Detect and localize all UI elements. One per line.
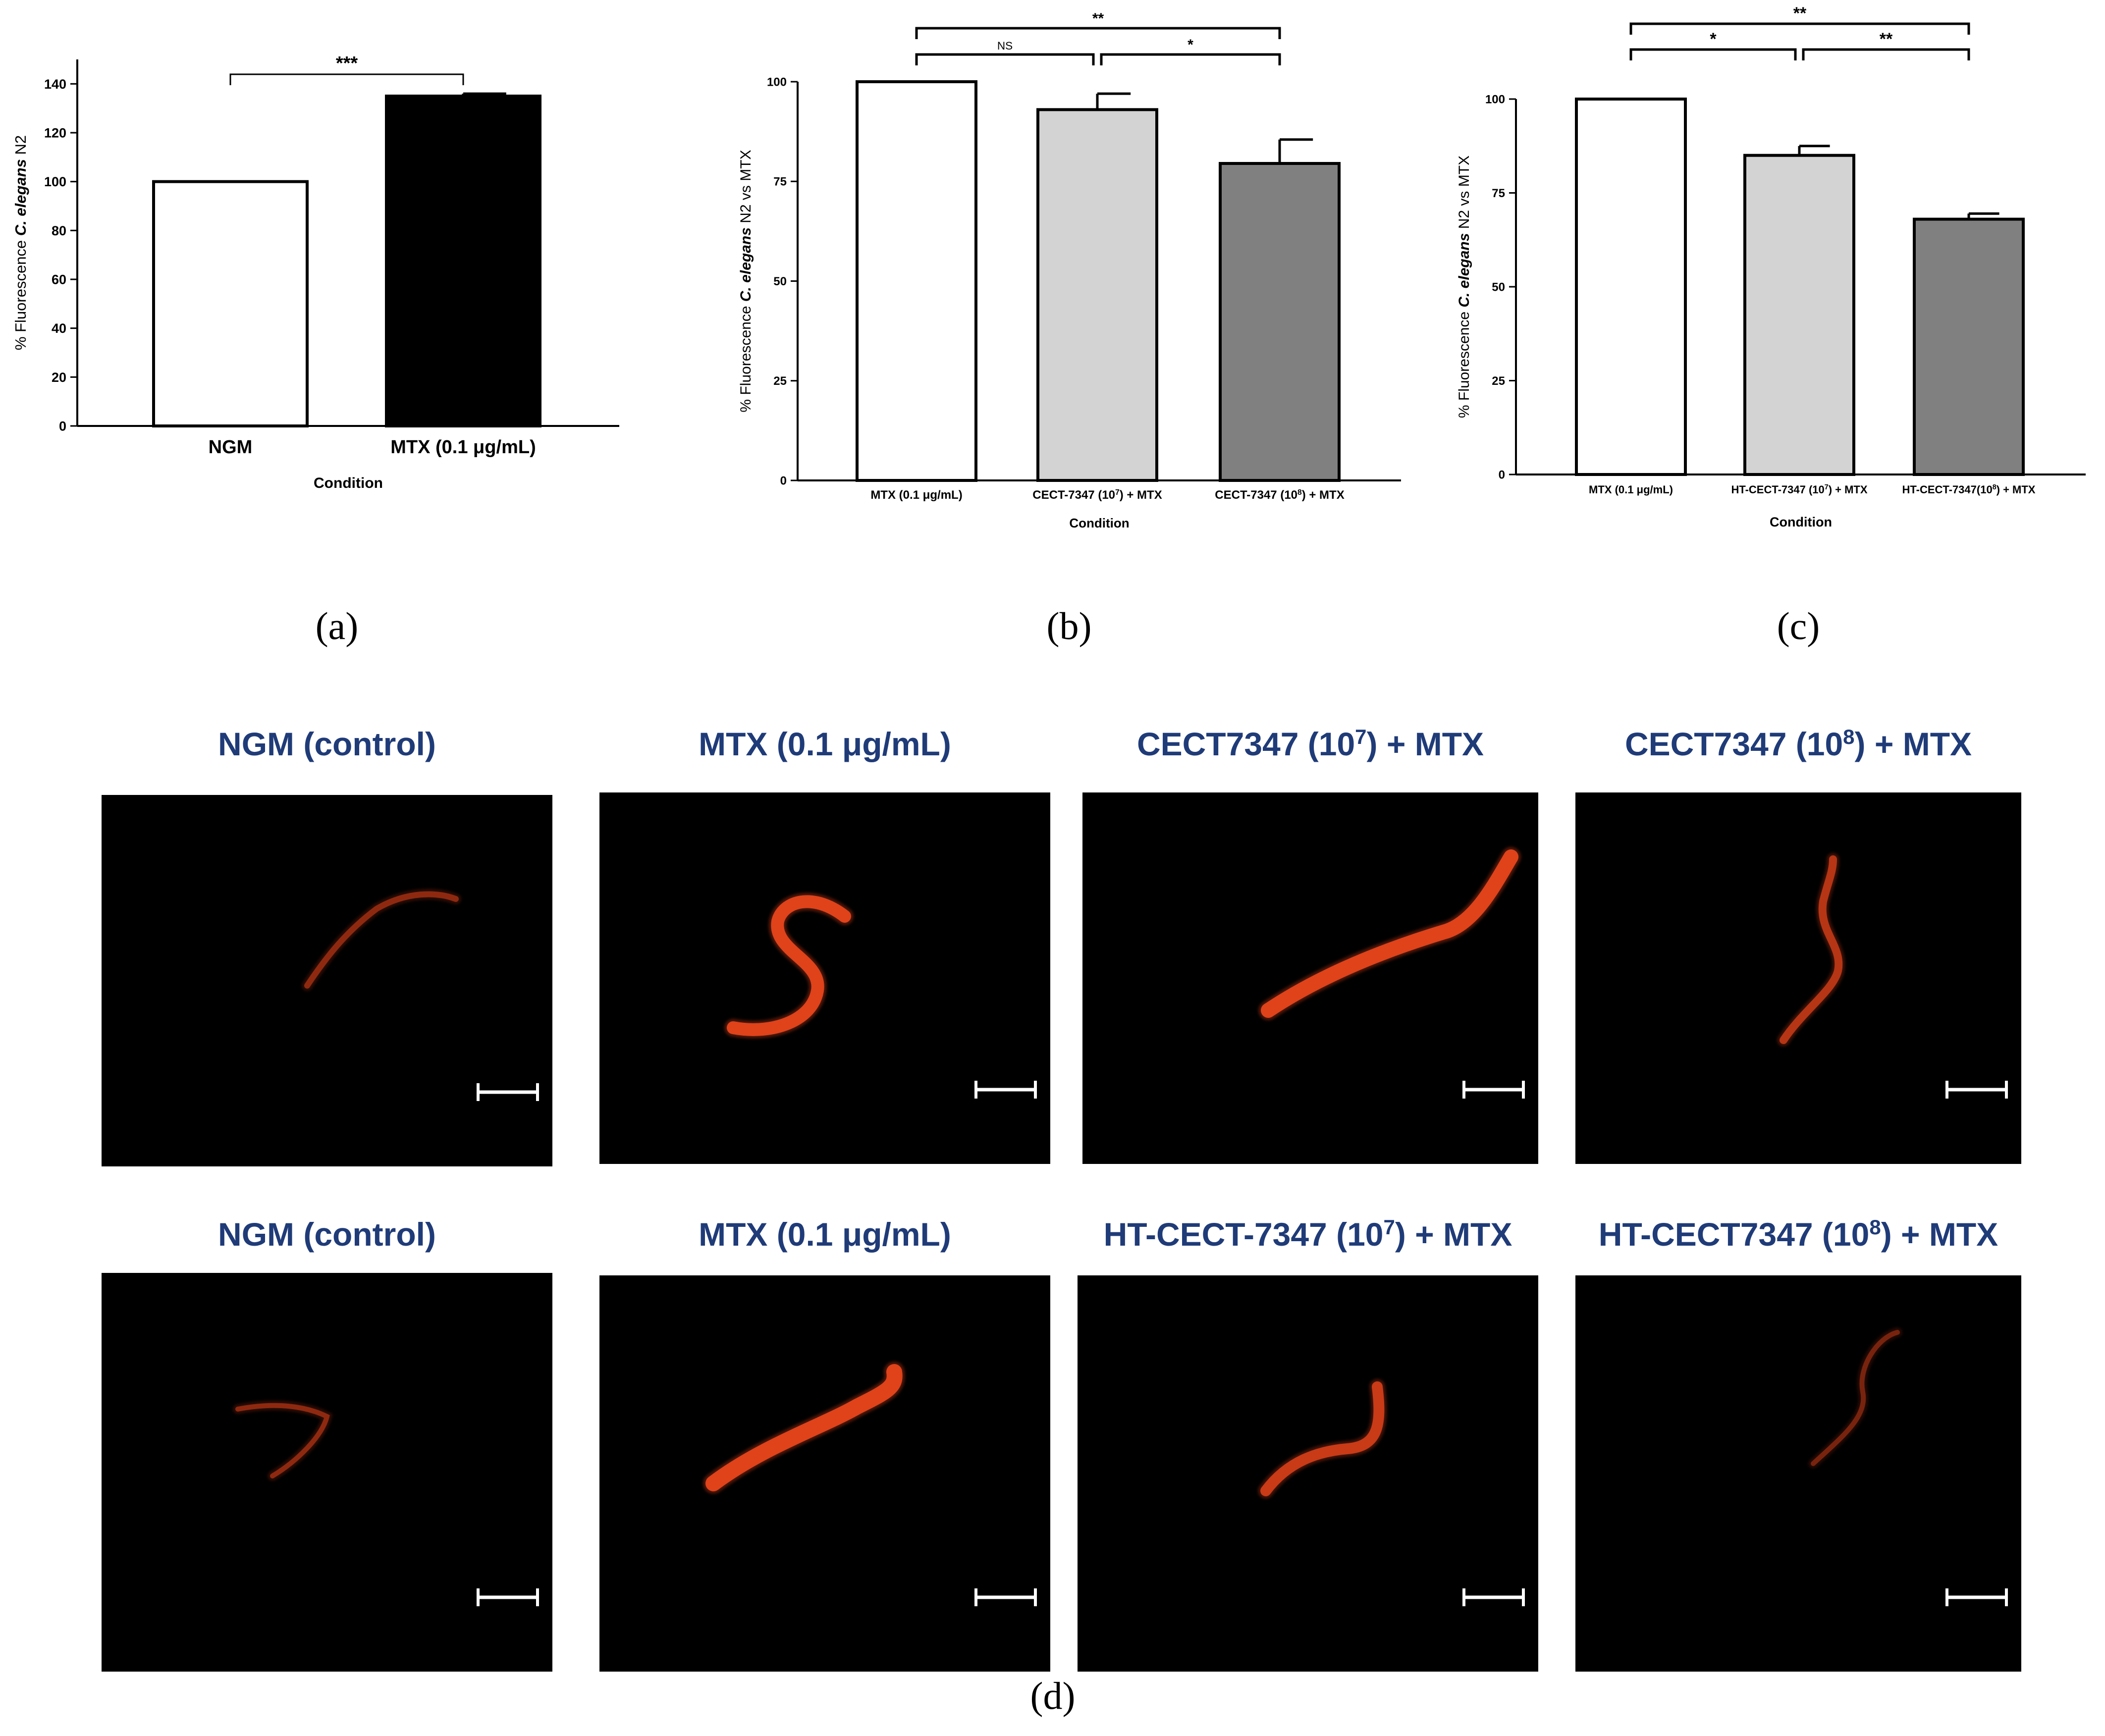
y-tick-label: 25	[773, 374, 787, 388]
worm	[705, 1364, 903, 1491]
bar	[1219, 162, 1341, 482]
bar	[856, 80, 977, 482]
significance-label: *	[1710, 30, 1717, 49]
significance-label: *	[1187, 37, 1193, 53]
y-tick-label: 0	[59, 419, 66, 433]
micrograph-title: NGM (control)	[218, 1216, 436, 1253]
x-tick-label: MTX (0.1 μg/mL)	[390, 437, 536, 458]
significance-bracket	[915, 53, 1095, 65]
y-tick-label: 80	[52, 223, 66, 238]
x-tick-label: CECT-7347 (108) + MTX	[1215, 488, 1344, 502]
worm	[1811, 1330, 1900, 1466]
micrograph-title: MTX (0.1 μg/mL)	[699, 726, 951, 762]
y-tick-label: 120	[44, 125, 66, 140]
y-tick-label: 75	[773, 175, 787, 189]
micrograph-title: HT-CECT-7347 (107) + MTX	[1104, 1215, 1512, 1253]
panel-label: (a)	[316, 604, 359, 647]
y-tick-label: 0	[1499, 468, 1505, 481]
micrograph-image	[102, 795, 552, 1166]
y-tick-label: 60	[52, 272, 66, 287]
worm	[304, 891, 459, 989]
chart-panel-c: 0 25 50 75 100 % Fluorescence C. elegans N2 v…	[1456, 4, 2086, 647]
bar	[1913, 217, 2025, 476]
panel-label: (c)	[1777, 604, 1820, 647]
y-tick-label: 40	[52, 321, 66, 336]
significance-label: **	[1793, 4, 1807, 23]
micrograph-title: MTX (0.1 μg/mL)	[699, 1216, 951, 1253]
micrograph-title: NGM (control)	[218, 726, 436, 762]
y-tick-label: 140	[44, 77, 66, 92]
y-tick-label: 25	[1492, 374, 1505, 388]
micrograph-panel: NGM (control) MTX (0.1 μg/mL) CECT7347 (10…	[102, 725, 2021, 1717]
bar	[385, 95, 541, 427]
worm	[1260, 1381, 1385, 1496]
significance-bracket	[1802, 48, 1970, 60]
y-tick-label: 50	[1492, 280, 1505, 294]
x-tick-label: HT-CECT-7347(108) + MTX	[1902, 483, 2036, 496]
panel-label: (b)	[1047, 604, 1092, 647]
bar	[152, 180, 309, 427]
significance-bracket	[229, 73, 464, 85]
chart-panel-b: 0 25 50 75 100 % Fluorescence C. elegans N2 v…	[738, 10, 1401, 647]
worm	[727, 895, 851, 1036]
micrograph-title: HT-CECT7347 (108) + MTX	[1599, 1215, 1998, 1253]
significance-label: ***	[336, 53, 358, 74]
significance-label: **	[1880, 30, 1893, 49]
worm	[235, 1403, 330, 1478]
micrograph-image	[1078, 1275, 1538, 1672]
worm	[1780, 855, 1843, 1044]
y-tick-label: 20	[52, 370, 66, 385]
bar	[1575, 98, 1687, 476]
x-tick-label: HT-CECT-7347 (107) + MTX	[1731, 483, 1867, 496]
y-axis-label: % Fluorescence C. elegans N2 vs MTX	[1456, 156, 1472, 418]
micrograph-image	[1575, 1275, 2021, 1672]
y-axis-label: % Fluorescence C. elegans N2 vs MTX	[738, 150, 754, 412]
micrograph-image	[599, 1275, 1050, 1672]
y-tick-label: 100	[44, 174, 66, 189]
x-tick-label: NGM	[209, 437, 253, 458]
micrograph-title: CECT7347 (107) + MTX	[1137, 725, 1484, 763]
x-axis-label: Condition	[1069, 516, 1129, 530]
worm	[1261, 849, 1518, 1018]
y-tick-label: 100	[767, 75, 787, 89]
worm-glow	[1808, 1327, 1902, 1469]
y-tick-label: 100	[1485, 93, 1505, 106]
significance-bracket	[1629, 22, 1970, 35]
micrograph-image	[1575, 792, 2021, 1164]
y-tick-label: 50	[773, 275, 787, 288]
y-tick-label: 0	[780, 474, 787, 487]
chart-panel-a: 0 20 40 60 80 100 120 140 % Fluorescence C. eleg…	[12, 53, 619, 647]
y-tick-label: 75	[1492, 187, 1505, 200]
significance-label: **	[1092, 10, 1104, 27]
significance-label: NS	[997, 40, 1013, 52]
significance-bracket	[1100, 53, 1281, 65]
x-axis-label: Condition	[314, 475, 383, 491]
significance-bracket	[915, 27, 1281, 39]
x-tick-label: MTX (0.1 μg/mL)	[1589, 483, 1673, 496]
y-axis-label: % Fluorescence C. elegans N2	[12, 135, 29, 350]
bar	[1036, 108, 1158, 482]
bar	[1743, 154, 1855, 476]
micrograph-image	[102, 1273, 552, 1672]
panel-label: (d)	[1030, 1674, 1076, 1717]
x-axis-label: Condition	[1770, 515, 1832, 529]
x-tick-label: CECT-7347 (107) + MTX	[1032, 488, 1162, 502]
significance-bracket	[1629, 48, 1797, 60]
x-tick-label: MTX (0.1 μg/mL)	[870, 488, 962, 502]
micrograph-title: CECT7347 (108) + MTX	[1625, 725, 1972, 763]
